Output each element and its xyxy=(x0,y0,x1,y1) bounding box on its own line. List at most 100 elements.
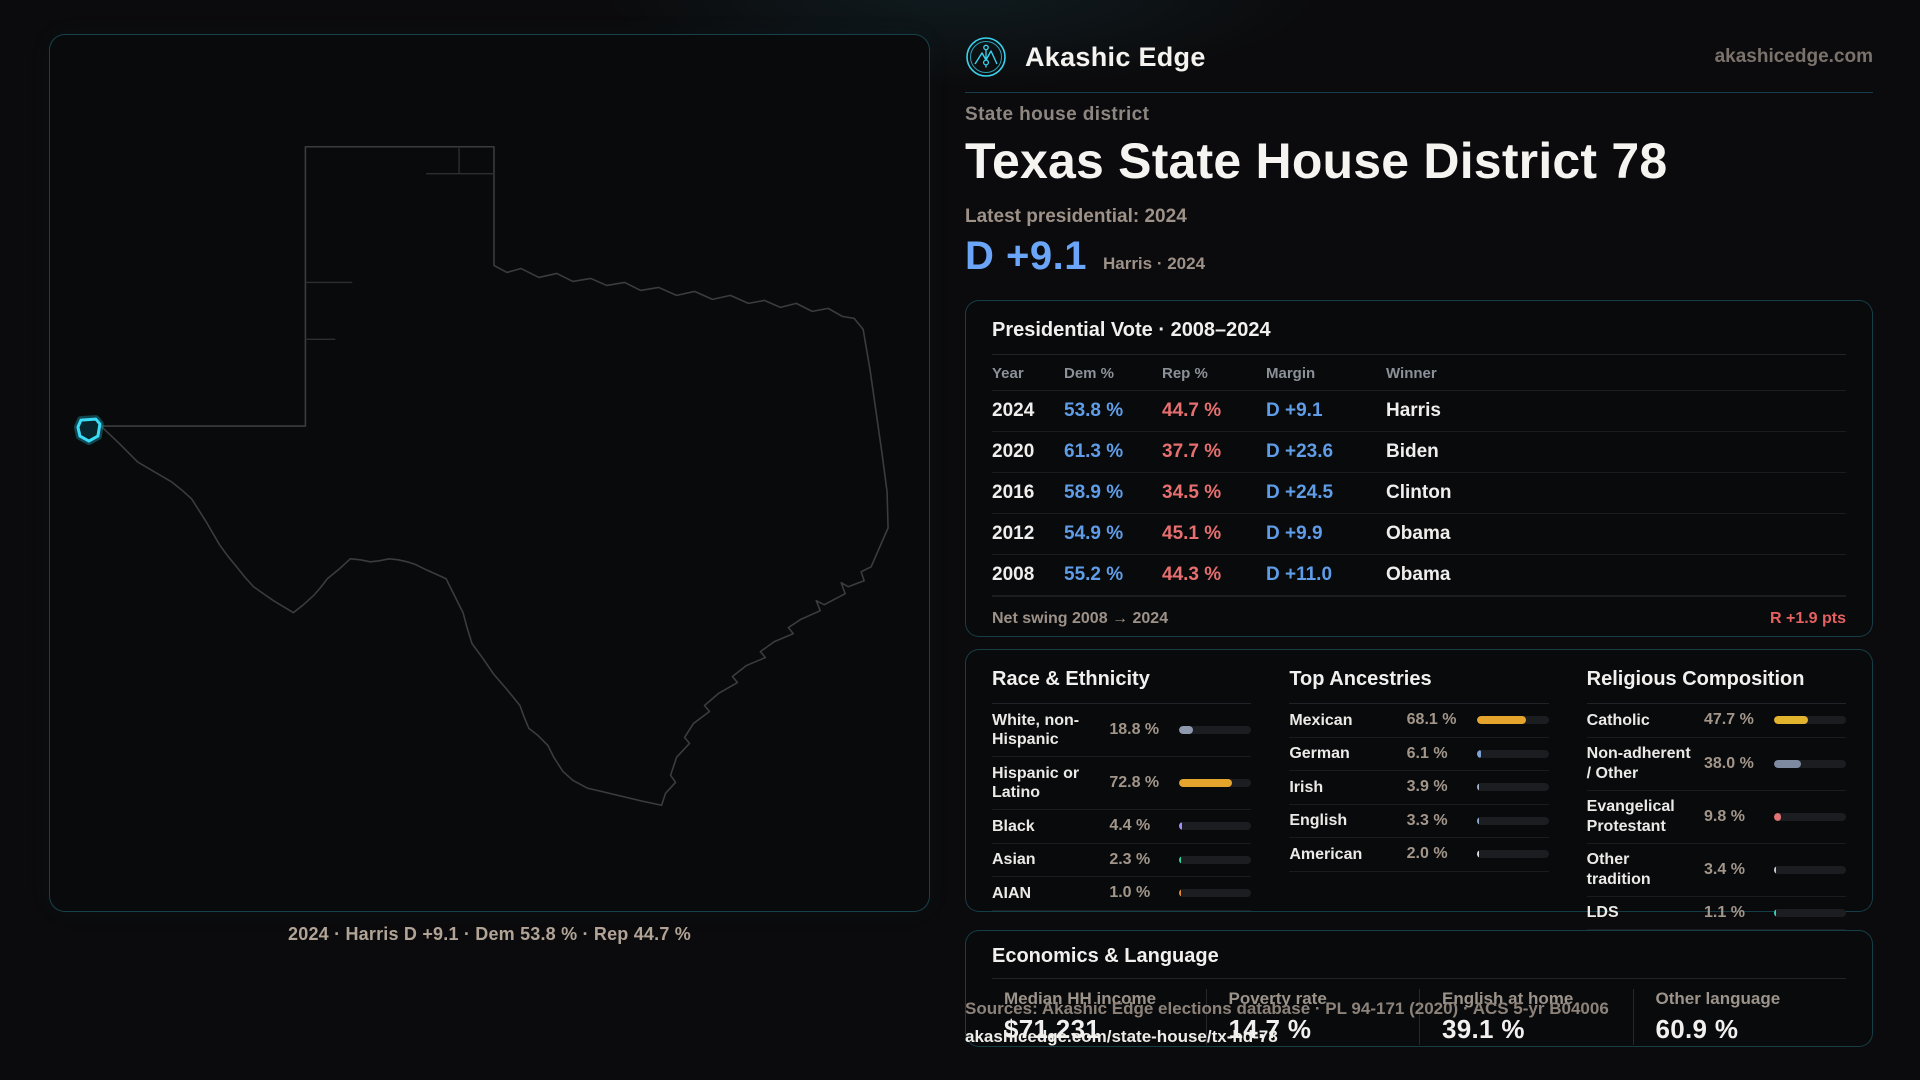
brand-domain-link[interactable]: akashicedge.com xyxy=(1714,46,1873,67)
cell-margin: D +11.0 xyxy=(1266,564,1333,585)
cell-rep-pct: 37.7 % xyxy=(1162,441,1222,462)
demo-value: 47.7 % xyxy=(1704,711,1754,729)
cell-dem-pct: 58.9 % xyxy=(1064,482,1124,503)
demo-bar-fill xyxy=(1476,783,1480,792)
demo-value: 9.8 % xyxy=(1704,807,1745,825)
vote-table-header: Year Dem % Rep % Margin Winner xyxy=(992,355,1846,391)
demo-value: 38.0 % xyxy=(1704,754,1754,772)
col-dem: Dem % xyxy=(1064,365,1115,382)
table-row: 2024 53.8 % 44.7 % D +9.1 Harris xyxy=(992,391,1846,432)
demo-bar-fill xyxy=(1774,759,1802,768)
demo-bar-track xyxy=(1774,812,1846,821)
col-rep: Rep % xyxy=(1162,365,1208,382)
cell-margin: D +9.9 xyxy=(1266,523,1323,544)
religious-composition-list: Catholic 47.7 % Non-adherent / Other 38.… xyxy=(1586,704,1846,931)
cell-rep-pct: 45.1 % xyxy=(1162,523,1222,544)
presidential-vote-panel: Presidential Vote · 2008–2024 Year Dem %… xyxy=(965,300,1873,637)
district-78-shape[interactable] xyxy=(76,417,102,443)
demo-bar-fill xyxy=(1179,889,1182,898)
stat-label: English at home xyxy=(1442,989,1574,1008)
cell-dem-pct: 55.2 % xyxy=(1064,564,1124,585)
demo-bar-track xyxy=(1774,908,1846,917)
demo-bar-fill xyxy=(1774,812,1782,821)
cell-year: 2024 xyxy=(992,400,1035,421)
cell-margin: D +24.5 xyxy=(1266,482,1334,503)
economics-stat: Poverty rate 14.7 % xyxy=(1205,989,1420,1045)
list-item: Hispanic or Latino 72.8 % xyxy=(992,757,1252,811)
cell-rep-pct: 34.5 % xyxy=(1162,482,1222,503)
demo-bar-track xyxy=(1476,850,1549,859)
cell-winner: Harris xyxy=(1386,400,1441,421)
district-type-label: State house district xyxy=(965,104,1150,125)
list-item: Catholic 47.7 % xyxy=(1586,704,1846,738)
cell-margin: D +9.1 xyxy=(1266,400,1323,421)
net-swing-value: R +1.9 pts xyxy=(1769,610,1846,627)
map-caption: 2024 · Harris D +9.1 · Dem 53.8 % · Rep … xyxy=(288,924,691,944)
demo-bar-track xyxy=(1476,816,1549,825)
demo-bar-fill xyxy=(1179,822,1183,831)
demo-value: 2.0 % xyxy=(1406,845,1448,863)
list-item: White, non-Hispanic 18.8 % xyxy=(992,704,1252,758)
list-item: Mexican 68.1 % xyxy=(1289,704,1549,738)
page-title: Texas State House District 78 xyxy=(965,133,1668,189)
cell-dem-pct: 61.3 % xyxy=(1064,441,1124,462)
demo-bar-track xyxy=(1476,783,1549,792)
permalink[interactable]: akashicedge.com/state-house/tx-hd-78 xyxy=(965,1027,1278,1046)
demo-label: White, non-Hispanic xyxy=(992,711,1080,749)
stat-value: 60.9 % xyxy=(1655,1014,1739,1044)
list-item: Non-adherent / Other 38.0 % xyxy=(1586,738,1846,791)
race-ethnicity-list: White, non-Hispanic 18.8 % Hispanic or L… xyxy=(992,704,1252,911)
demo-bar-fill xyxy=(1476,850,1479,859)
cell-rep-pct: 44.3 % xyxy=(1162,564,1222,585)
cell-year: 2016 xyxy=(992,482,1035,503)
cell-winner: Clinton xyxy=(1386,482,1452,503)
cell-margin: D +23.6 xyxy=(1266,441,1334,462)
col-winner: Winner xyxy=(1386,365,1437,382)
economics-stat: Other language 60.9 % xyxy=(1632,989,1847,1045)
col-margin: Margin xyxy=(1266,365,1316,382)
demo-label: AIAN xyxy=(992,884,1032,902)
demo-value: 18.8 % xyxy=(1109,721,1160,739)
demo-value: 68.1 % xyxy=(1406,711,1457,729)
demo-bar-track xyxy=(1179,726,1252,735)
demo-label: Hispanic or Latino xyxy=(992,764,1080,802)
demo-bar-track xyxy=(1774,716,1846,725)
demo-value: 1.0 % xyxy=(1109,884,1151,902)
demo-bar-fill xyxy=(1179,779,1232,788)
list-item: Evangelical Protestant 9.8 % xyxy=(1586,791,1846,844)
table-row: 2008 55.2 % 44.3 % D +11.0 Obama xyxy=(992,555,1846,596)
economics-stat: Median HH income $71,231 xyxy=(992,989,1206,1045)
demo-label: Non-adherent / Other xyxy=(1586,745,1691,782)
demo-value: 3.9 % xyxy=(1406,778,1448,796)
top-ancestries-column: Top Ancestries Mexican 68.1 % German 6.1… xyxy=(1289,668,1549,930)
list-item: LDS 1.1 % xyxy=(1586,897,1846,931)
headline-margin-block: D +9.1 Harris · 2024 xyxy=(965,234,1205,279)
stat-value: 39.1 % xyxy=(1442,1014,1525,1044)
stat-value: $71,231 xyxy=(1004,1014,1101,1044)
demo-bar-track xyxy=(1476,749,1549,758)
demo-label: Mexican xyxy=(1289,711,1353,729)
akashic-edge-logo-icon xyxy=(966,37,1006,77)
demo-value: 72.8 % xyxy=(1109,774,1160,792)
district-map-card xyxy=(49,34,930,912)
table-row: 2012 54.9 % 45.1 % D +9.9 Obama xyxy=(992,514,1846,555)
demo-label: English xyxy=(1289,812,1348,830)
brand-header: Akashic Edge akashicedge.com xyxy=(965,36,1873,78)
demo-bar-track xyxy=(1179,822,1252,831)
demo-label: Other tradition xyxy=(1586,851,1651,888)
table-row: 2016 58.9 % 34.5 % D +24.5 Clinton xyxy=(992,473,1846,514)
brand-name: Akashic Edge xyxy=(1025,41,1206,72)
race-ethnicity-column: Race & Ethnicity White, non-Hispanic 18.… xyxy=(992,668,1252,930)
demographics-panel: Race & Ethnicity White, non-Hispanic 18.… xyxy=(965,649,1873,931)
presidential-vote-title: Presidential Vote · 2008–2024 xyxy=(992,319,1846,355)
demo-bar-track xyxy=(1179,889,1252,898)
header-divider xyxy=(965,92,1873,93)
religious-composition-column: Religious Composition Catholic 47.7 % No… xyxy=(1586,668,1846,931)
demo-label: Asian xyxy=(992,851,1036,869)
demo-bar-track xyxy=(1774,759,1846,768)
demo-label: Black xyxy=(992,817,1035,835)
demo-label: German xyxy=(1289,745,1350,763)
demo-bar-fill xyxy=(1476,716,1526,725)
cell-dem-pct: 54.9 % xyxy=(1064,523,1124,544)
religious-composition-title: Religious Composition xyxy=(1586,668,1846,704)
